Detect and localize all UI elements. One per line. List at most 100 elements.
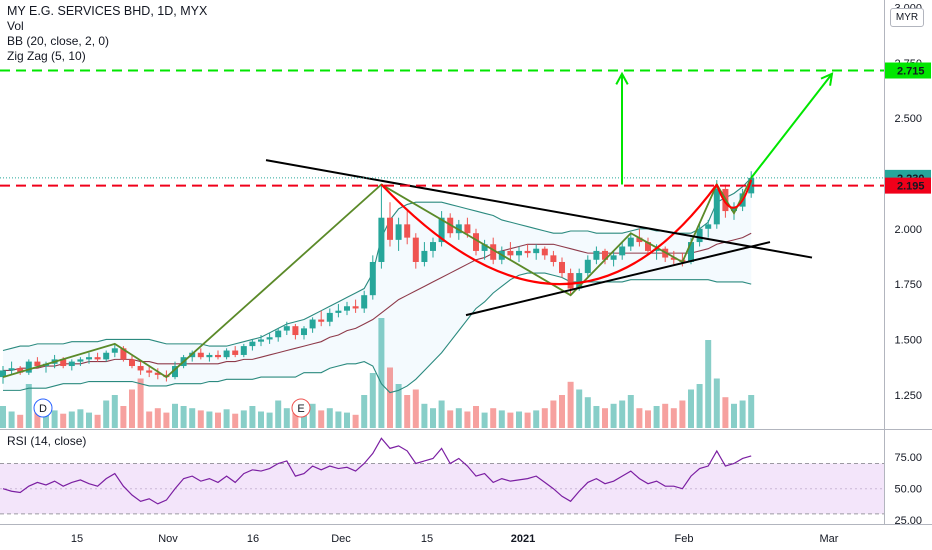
volume-bar (77, 409, 84, 428)
volume-bar (653, 406, 660, 428)
volume-bar (412, 389, 419, 428)
volume-bar (344, 412, 350, 428)
candle-body (610, 255, 617, 260)
bb-indicator-label[interactable]: BB (20, close, 2, 0) (7, 34, 110, 48)
candle-body (636, 237, 643, 243)
candle-body (77, 359, 84, 362)
volume-bar (249, 406, 256, 428)
rsi-tick-label: 25.00 (894, 515, 922, 527)
candle-body (335, 310, 342, 313)
rsi-tick-label: 50.00 (894, 484, 922, 496)
candle-body (533, 248, 540, 254)
candle-body (438, 217, 445, 243)
volume-bar (275, 400, 282, 428)
candle-body (430, 242, 436, 251)
volume-bar (593, 406, 600, 428)
time-tick-label: 15 (421, 533, 433, 545)
volume-bar (713, 378, 720, 428)
volume-bar (240, 410, 247, 428)
volume-bar (146, 411, 153, 428)
volume-bar (34, 408, 41, 428)
candle-body (266, 337, 273, 340)
volume-bar (705, 340, 712, 428)
candle-body (137, 366, 144, 371)
candle-body (619, 246, 626, 256)
candle-body (645, 242, 651, 251)
candle-body (627, 237, 634, 247)
rsi-indicator-label[interactable]: RSI (14, close) (7, 434, 87, 448)
rsi-tick-label: 75.00 (894, 452, 922, 464)
candle-body (473, 233, 479, 251)
volume-bar (154, 408, 161, 428)
volume-bar (679, 400, 686, 428)
volume-bar (395, 384, 402, 428)
bb-basis-line (3, 232, 752, 371)
volume-bar (111, 395, 118, 428)
volume-bar (94, 414, 101, 428)
candle-body (240, 346, 247, 355)
rsi-line (2, 437, 752, 505)
volume-bar (283, 408, 290, 428)
volume-bar (498, 410, 505, 428)
currency-badge[interactable]: MYR (890, 8, 924, 27)
price-tick-label: 2.500 (894, 113, 922, 125)
candle-body (223, 350, 230, 358)
candle-body (464, 224, 471, 234)
candle-body (120, 348, 127, 360)
volume-bar (232, 413, 239, 428)
volume-bar (438, 400, 445, 428)
volume-bar (404, 395, 411, 428)
candle-body (378, 217, 385, 262)
volume-bar (206, 411, 213, 428)
candle-body (154, 372, 161, 375)
candle-body (283, 326, 290, 331)
vol-indicator-label[interactable]: Vol (7, 19, 24, 33)
candle-body (258, 339, 264, 342)
volume-bar (309, 403, 316, 428)
volume-bar (266, 412, 273, 428)
volume-bar (584, 397, 591, 428)
price-label-badge (885, 62, 931, 79)
volume-bar (8, 411, 15, 428)
symbol-title[interactable]: MY E.G. SERVICES BHD, 1D, MYX (7, 4, 208, 18)
candle-body (215, 354, 221, 358)
price-tick-label: 1.750 (894, 279, 922, 291)
time-tick-label: Dec (331, 533, 351, 545)
volume-bar (318, 410, 325, 428)
volume-bar (120, 406, 127, 428)
candle-body (111, 348, 118, 353)
volume-bar (636, 408, 643, 428)
candle-body (731, 206, 737, 212)
candle-body (94, 357, 101, 360)
candle-body (344, 306, 350, 311)
bb-lower-line (3, 272, 752, 394)
candle-body (653, 248, 660, 251)
zigzag-indicator-label[interactable]: Zig Zag (5, 10) (7, 49, 86, 63)
candle-body (352, 306, 359, 309)
volume-bar (0, 406, 6, 428)
zigzag-line (2, 177, 753, 379)
candle-body (584, 259, 591, 274)
bb-upper-line (2, 177, 752, 352)
price-label-badge (885, 177, 931, 194)
candle-body (8, 368, 15, 371)
volume-bar (610, 403, 617, 428)
price-label-text: 2.715 (897, 66, 925, 78)
candle-body (670, 257, 677, 260)
volume-bar (258, 411, 264, 428)
candle-body (301, 328, 307, 336)
volume-bar (731, 403, 737, 428)
candle-body (206, 354, 213, 358)
candle-body (705, 224, 712, 229)
candle-body (369, 261, 376, 296)
candle-body (524, 250, 531, 254)
volume-bar (490, 408, 497, 428)
volume-bar (473, 406, 479, 428)
candle-body (34, 361, 41, 367)
volume-bar (103, 400, 110, 428)
time-tick-label: Mar (820, 533, 839, 545)
